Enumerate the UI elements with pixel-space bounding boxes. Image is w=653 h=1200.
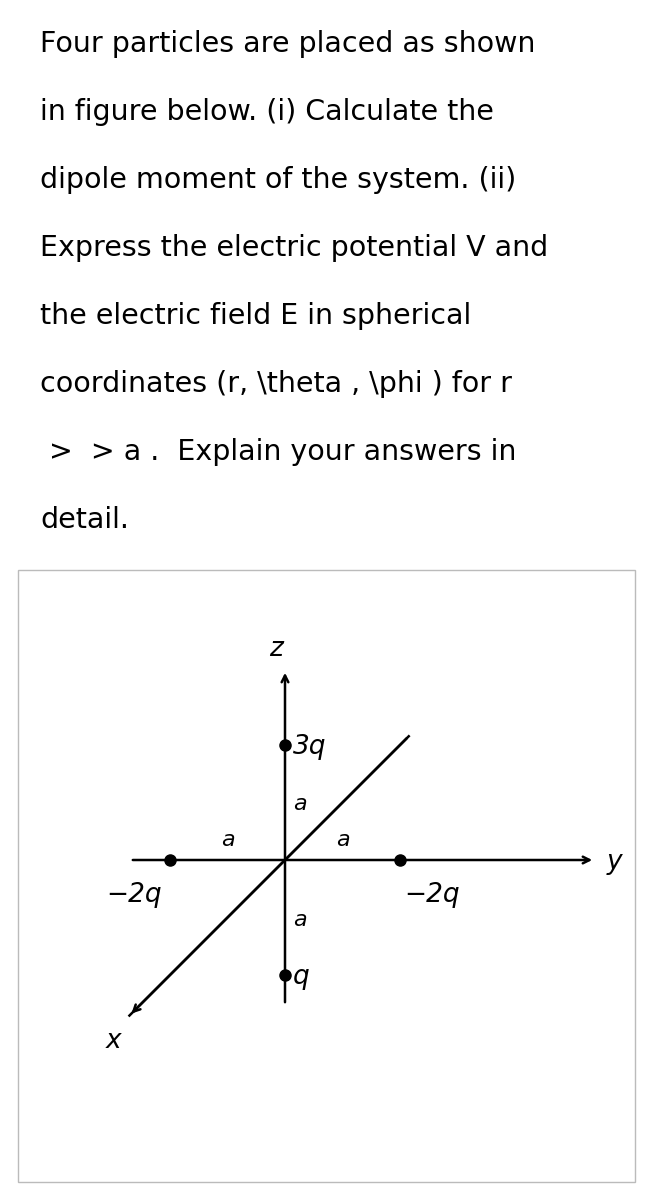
Bar bbox=[18, 570, 635, 1182]
Text: y: y bbox=[607, 850, 622, 875]
Text: the electric field E in spherical: the electric field E in spherical bbox=[40, 302, 471, 330]
Text: q: q bbox=[293, 964, 310, 990]
Text: z: z bbox=[269, 636, 283, 662]
Text: −2q: −2q bbox=[106, 882, 162, 908]
Text: dipole moment of the system. (ii): dipole moment of the system. (ii) bbox=[40, 166, 517, 194]
Text: Express the electric potential V and: Express the electric potential V and bbox=[40, 234, 549, 262]
Text: a: a bbox=[221, 830, 234, 850]
Text: a: a bbox=[293, 910, 307, 930]
Text: Four particles are placed as shown: Four particles are placed as shown bbox=[40, 30, 535, 58]
Text: 3q: 3q bbox=[293, 734, 326, 760]
Text: >  > a .  Explain your answers in: > > a . Explain your answers in bbox=[40, 438, 517, 466]
Text: in figure below. (i) Calculate the: in figure below. (i) Calculate the bbox=[40, 98, 494, 126]
Text: x: x bbox=[106, 1027, 121, 1054]
Text: a: a bbox=[336, 830, 349, 850]
Text: −2q: −2q bbox=[404, 882, 460, 908]
Text: a: a bbox=[293, 794, 307, 815]
Text: detail.: detail. bbox=[40, 506, 129, 534]
Text: coordinates (r, \theta , \phi ) for r: coordinates (r, \theta , \phi ) for r bbox=[40, 370, 512, 398]
